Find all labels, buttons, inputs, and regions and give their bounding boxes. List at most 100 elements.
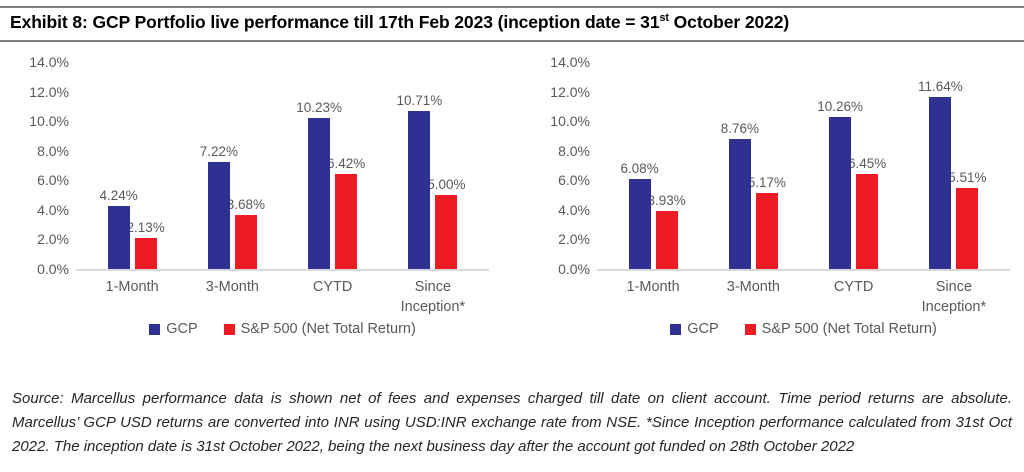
y-axis-tick-label: 8.0% — [37, 142, 69, 159]
bar-gcp — [929, 96, 952, 269]
bar-wrap: 11.64% — [918, 79, 963, 269]
left-chart-category-axis: 1-Month 3-Month CYTD Since Inception* — [76, 278, 489, 317]
source-note: Source: Marcellus performance data is sh… — [12, 390, 1012, 456]
legend-label: S&P 500 (Net Total Return) — [761, 321, 937, 338]
bar-gcp — [628, 179, 651, 269]
data-label: 4.24% — [99, 188, 138, 204]
y-axis-tick-label: 10.0% — [550, 113, 590, 130]
data-label: 2.13% — [126, 219, 165, 235]
y-axis-tick-label: 4.0% — [37, 201, 69, 218]
bar-wrap: 8.76% — [721, 121, 759, 269]
bar-group-1-month: 4.24% 2.13% — [82, 188, 182, 269]
bar-wrap: 6.08% — [620, 161, 659, 269]
data-label: 10.26% — [817, 99, 864, 115]
bar-wrap: 5.51% — [948, 170, 987, 269]
legend-item: GCP — [149, 321, 198, 337]
bar-gcp — [207, 162, 230, 269]
bar-wrap: 5.00% — [427, 177, 466, 269]
bar-group-cytd: 10.23% 6.42% — [283, 100, 383, 269]
y-axis-tick-label: 12.0% — [29, 83, 69, 100]
data-label: 8.76% — [720, 121, 760, 137]
y-axis-tick-label: 2.0% — [37, 231, 69, 248]
bar-sp500 — [856, 173, 879, 269]
bar-wrap: 4.24% — [99, 188, 138, 269]
bar-sp500 — [335, 174, 358, 269]
data-label: 7.22% — [199, 144, 239, 160]
y-axis-tick-label: 6.0% — [37, 172, 69, 189]
bar-gcp — [728, 139, 751, 269]
bar-sp500 — [234, 214, 257, 269]
y-axis-tick-label: 4.0% — [558, 201, 590, 218]
left-chart-legend: GCP S&P 500 (Net Total Return) — [76, 321, 489, 337]
category-label: CYTD — [312, 279, 353, 295]
bar-gcp — [829, 117, 852, 269]
bar-group-3-month: 7.22% 3.68% — [182, 144, 282, 269]
data-label: 3.93% — [647, 192, 686, 208]
data-label: 6.08% — [620, 161, 659, 177]
y-axis-tick-label: 14.0% — [29, 54, 69, 70]
bar-sp500 — [435, 195, 458, 269]
left-chart-plot-area: 0.0% 2.0% 4.0% 6.0% 8.0% 10.0% 12.0% 14.0% 4.24%… — [29, 54, 489, 277]
exhibit-title-superscript: st — [659, 12, 669, 25]
data-label: 11.64% — [917, 78, 963, 94]
y-axis-tick-label: 14.0% — [550, 54, 590, 70]
category-label: CYTD — [833, 279, 874, 295]
data-label: 6.42% — [326, 156, 366, 172]
bar-sp500 — [755, 192, 778, 269]
bar-group-3-month: 8.76% 5.17% — [703, 121, 803, 269]
data-label: 3.68% — [226, 196, 266, 212]
bar-wrap: 2.13% — [126, 220, 165, 269]
bar-group-1-month: 6.08% 3.93% — [603, 161, 703, 269]
right-chart-category-axis: 1-Month 3-Month CYTD Since Inception* — [597, 278, 1010, 317]
bar-group-since-inception-: 11.64% 5.51% — [904, 79, 1004, 269]
data-label: 5.17% — [747, 174, 787, 190]
bar-wrap: 10.71% — [396, 93, 442, 269]
bar-wrap: 3.93% — [647, 193, 686, 269]
y-axis-tick-label: 8.0% — [558, 142, 590, 159]
legend-item: S&P 500 (Net Total Return) — [223, 321, 416, 338]
data-label: 6.45% — [847, 155, 887, 171]
category-label: Since Inception* — [400, 279, 466, 315]
y-axis-tick-label: 2.0% — [558, 231, 590, 248]
category-label: Since Inception* — [921, 279, 987, 315]
y-axis-tick-label: 0.0% — [558, 261, 590, 277]
data-label: 5.00% — [427, 177, 466, 193]
exhibit-title-text: Exhibit 8: GCP Portfolio live performanc… — [10, 12, 660, 32]
category-label: 1-Month — [105, 279, 159, 295]
bar-wrap: 10.26% — [817, 99, 863, 269]
legend-swatch-icon — [149, 323, 161, 335]
right-chart-plot-area: 0.0% 2.0% 4.0% 6.0% 8.0% 10.0% 12.0% 14.0% 6.08%… — [550, 54, 1010, 277]
legend-item: GCP — [670, 321, 719, 338]
legend-item: S&P 500 (Net Total Return) — [744, 321, 937, 338]
right-chart-legend: GCP S&P 500 (Net Total Return) — [597, 321, 1010, 337]
y-axis-tick-label: 0.0% — [37, 261, 69, 277]
category-label: 1-Month — [626, 279, 680, 295]
bar-sp500 — [956, 187, 979, 269]
legend-label: S&P 500 (Net Total Return) — [240, 321, 416, 338]
bar-gcp — [308, 117, 331, 269]
bar-group-since-inception-: 10.71% 5.00% — [383, 93, 483, 269]
bar-gcp — [408, 110, 431, 269]
bar-group-cytd: 10.26% 6.45% — [804, 99, 904, 269]
legend-swatch-icon — [744, 323, 756, 335]
y-axis-tick-label: 12.0% — [550, 83, 590, 100]
category-label: 3-Month — [205, 279, 259, 295]
data-label: 10.23% — [296, 99, 343, 115]
data-label: 5.51% — [948, 169, 987, 185]
legend-swatch-icon — [223, 323, 235, 335]
bar-wrap: 7.22% — [200, 144, 238, 269]
bar-wrap: 5.17% — [748, 175, 786, 269]
data-label: 10.71% — [396, 92, 443, 108]
y-axis-tick-label: 10.0% — [29, 113, 69, 130]
right-chart: 0.0% 2.0% 4.0% 6.0% 8.0% 10.0% 12.0% 14.0% 6.08%… — [535, 54, 1010, 337]
charts-row: 0.0% 2.0% 4.0% 6.0% 8.0% 10.0% 12.0% 14.0% 4.24%… — [0, 54, 1024, 337]
legend-swatch-icon — [670, 323, 682, 335]
bar-wrap: 10.23% — [296, 100, 342, 269]
category-label: 3-Month — [726, 279, 780, 295]
bar-sp500 — [134, 237, 157, 269]
legend-label: GCP — [687, 321, 719, 338]
y-axis-tick-label: 6.0% — [558, 172, 590, 189]
left-chart: 0.0% 2.0% 4.0% 6.0% 8.0% 10.0% 12.0% 14.0% 4.24%… — [14, 54, 489, 337]
bar-wrap: 6.45% — [848, 156, 886, 269]
bar-sp500 — [655, 210, 678, 269]
